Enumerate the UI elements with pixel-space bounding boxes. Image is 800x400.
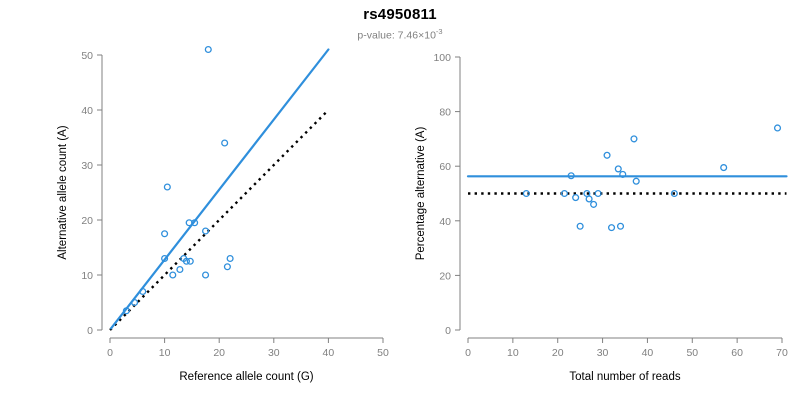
y-tick-label: 100 [433, 52, 451, 64]
data-point [594, 189, 602, 198]
data-point [590, 200, 598, 208]
data-point [630, 135, 638, 143]
data-point [603, 151, 611, 159]
x-tick-label: 40 [323, 347, 335, 359]
y-tick-label: 40 [81, 105, 93, 117]
panel-percentage-alternative: 0 10 20 30 40 50 60 70 Total number of reads 0 20 4… [400, 0, 800, 400]
data-point [161, 254, 169, 263]
x-tick-label: 30 [597, 347, 609, 359]
data-point [632, 177, 640, 185]
data-point [204, 45, 212, 54]
x-tick-label: 70 [776, 347, 788, 359]
data-point [522, 189, 530, 198]
x-tick-label: 10 [507, 347, 519, 359]
scatter-allele-counts: 0 10 20 30 40 50 Reference allele count (G) 0 10… [57, 45, 389, 383]
data-point [191, 219, 199, 227]
y-tick-label: 0 [445, 325, 451, 337]
x-axis-title: Reference allele count (G) [179, 371, 313, 383]
data-point [614, 165, 622, 173]
data-point [139, 287, 147, 296]
data-point [670, 189, 678, 198]
x-tick-label: 40 [642, 347, 654, 359]
y-tick-label: 10 [81, 270, 93, 282]
data-point [122, 307, 130, 315]
data-point [572, 194, 580, 202]
x-tick-label: 20 [552, 347, 564, 359]
data-point [202, 271, 210, 279]
fit-line [109, 48, 330, 330]
data-point [720, 164, 728, 172]
x-tick-label: 10 [159, 347, 171, 359]
x-axis-title: Total number of reads [569, 371, 680, 383]
data-point [560, 189, 568, 198]
data-point [161, 230, 169, 238]
x-tick-label: 0 [465, 347, 471, 359]
pvalue-mantissa: p-value: 7.46×10 [357, 29, 436, 42]
x-tick-label: 20 [213, 347, 225, 359]
y-tick-label: 0 [87, 325, 93, 337]
y-tick-label: 20 [439, 270, 451, 282]
pvalue-exponent: -3 [435, 27, 443, 36]
y-tick-label: 50 [81, 50, 93, 62]
data-point [182, 257, 190, 265]
y-tick-label: 40 [439, 216, 451, 228]
y-axis-title: Alternative allele count (A) [57, 125, 69, 259]
x-tick-label: 50 [377, 347, 389, 359]
scatter-percentage-alternative: 0 10 20 30 40 50 60 70 Total number of reads 0 20 4… [415, 52, 788, 383]
figure-title: rs4950811 [363, 6, 437, 23]
data-point [567, 172, 575, 180]
data-point [169, 271, 177, 279]
y-axis-title: Percentage alternative (A) [415, 127, 427, 261]
data-point [186, 257, 194, 265]
data-point [202, 227, 210, 235]
x-tick-label: 30 [268, 347, 280, 359]
data-point [223, 263, 231, 271]
x-tick-label: 60 [731, 347, 743, 359]
data-point [163, 183, 171, 191]
y-tick-label: 20 [81, 215, 93, 227]
data-point [773, 124, 782, 132]
reference-line [109, 109, 330, 331]
data-point [221, 139, 229, 147]
x-tick-label: 0 [107, 347, 113, 359]
data-point [176, 265, 184, 274]
y-tick-label: 80 [439, 107, 451, 119]
panel-allele-counts: 0 10 20 30 40 50 Reference allele count (G) 0 10… [57, 45, 389, 383]
x-tick-label: 50 [686, 347, 698, 359]
data-point [619, 170, 627, 178]
data-point [131, 298, 139, 307]
data-point [585, 195, 593, 203]
y-tick-label: 60 [439, 161, 451, 173]
data-point [576, 222, 584, 230]
data-point [616, 222, 625, 230]
data-point [226, 254, 234, 263]
data-point [607, 224, 616, 232]
y-tick-label: 30 [81, 160, 93, 172]
figure-subtitle: p-value: 7.46×10-3 [0, 27, 800, 42]
